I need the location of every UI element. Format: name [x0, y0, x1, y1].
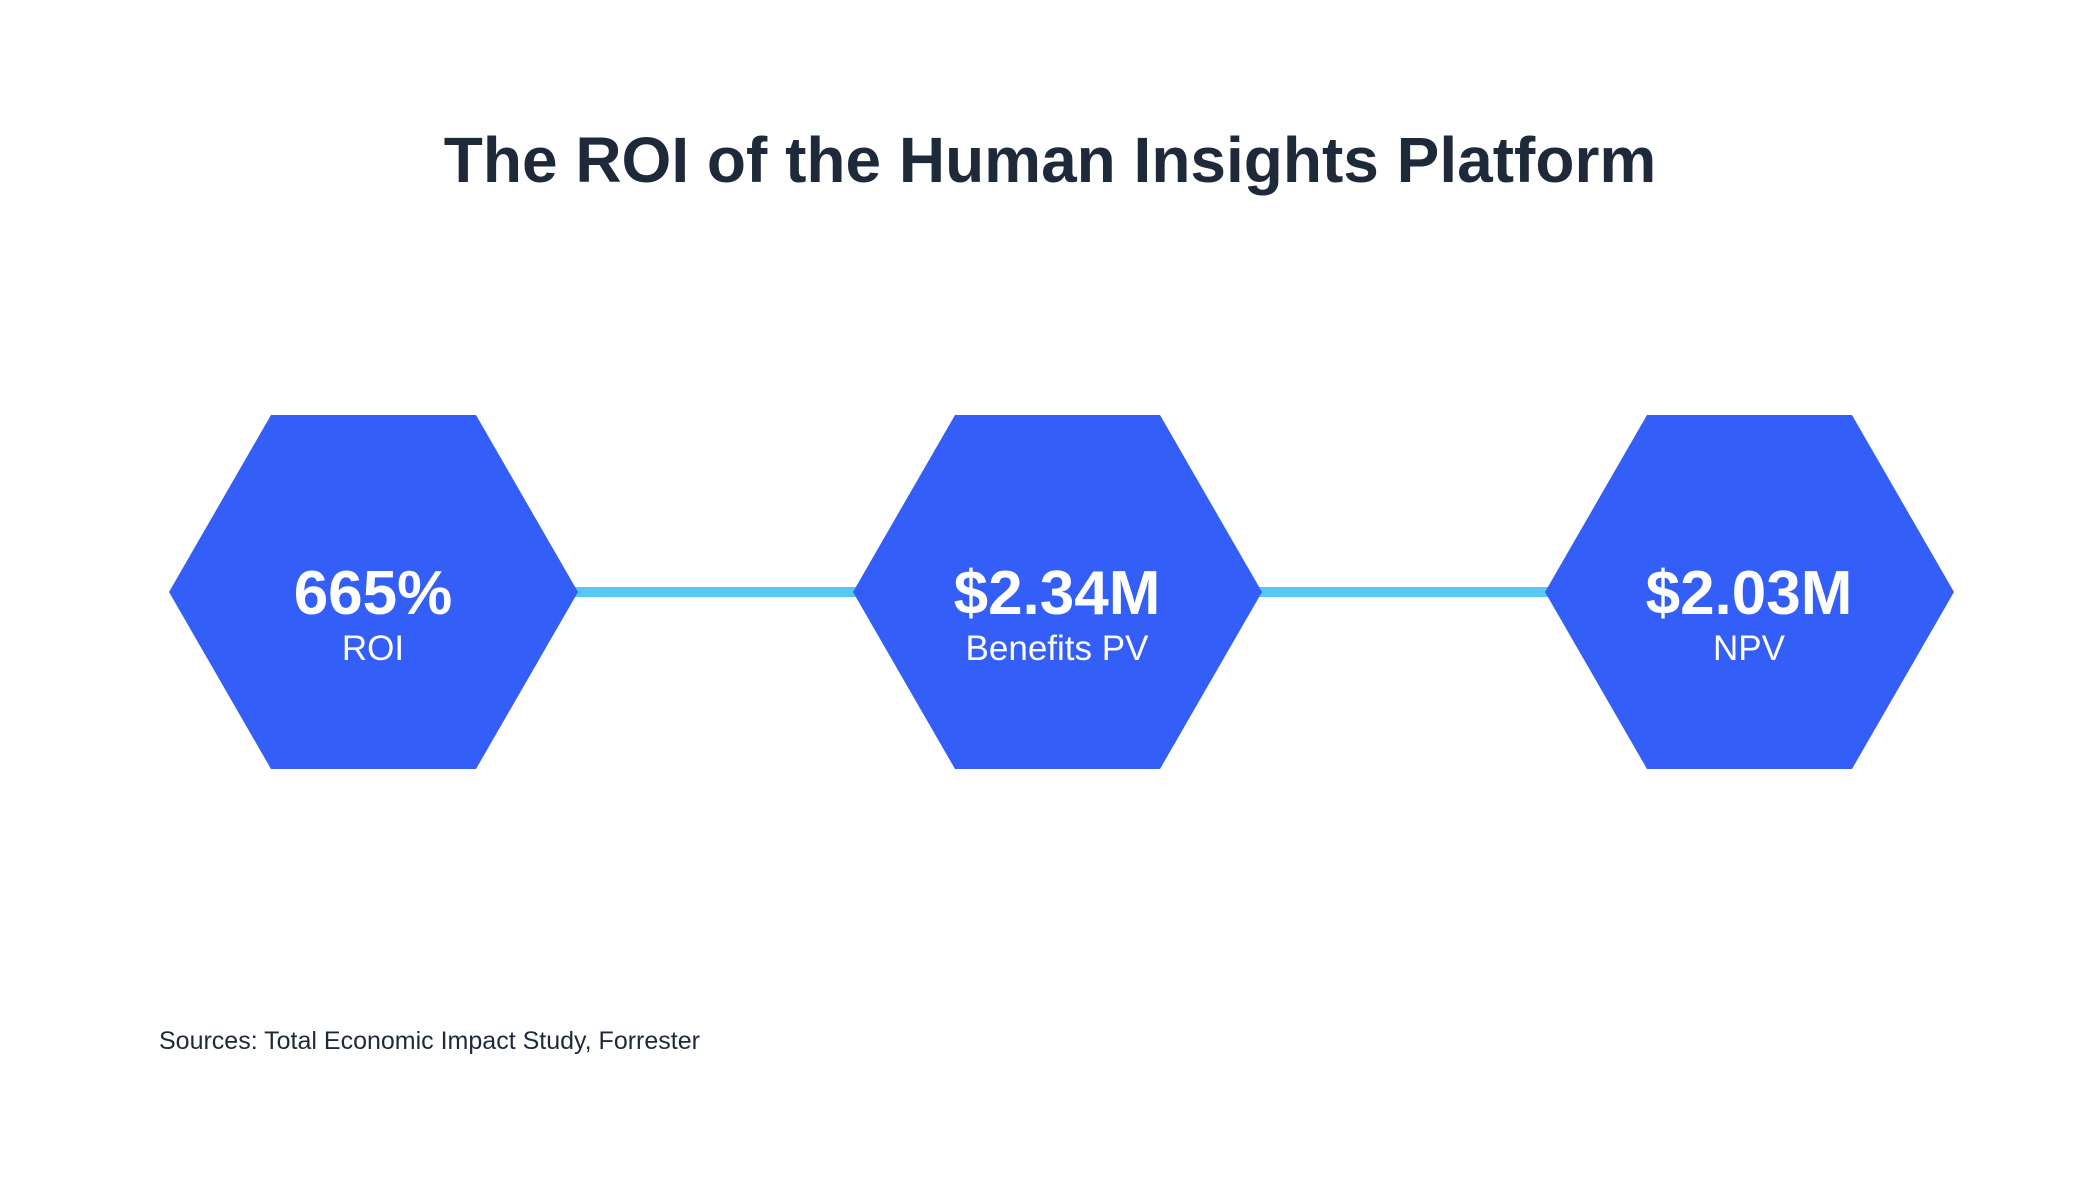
- metric-label: NPV: [1713, 629, 1786, 668]
- metric-hexagon-npv: $2.03M NPV: [1545, 415, 1954, 769]
- metric-hexagon-roi: 665% ROI: [169, 415, 578, 769]
- metric-value: 665%: [294, 559, 453, 628]
- metric-label: ROI: [342, 629, 404, 668]
- metric-hexagon-benefits-pv: $2.34M Benefits PV: [853, 415, 1262, 769]
- source-note: Sources: Total Economic Impact Study, Fo…: [159, 1027, 700, 1055]
- metric-value: $2.34M: [954, 559, 1161, 628]
- hexagon-shape: [1545, 415, 1954, 769]
- metric-label: Benefits PV: [966, 629, 1150, 668]
- hexagon-shape: [169, 415, 578, 769]
- metric-value: $2.03M: [1646, 559, 1853, 628]
- hexagon-shape: [853, 415, 1262, 769]
- page-title: The ROI of the Human Insights Platform: [443, 124, 1657, 196]
